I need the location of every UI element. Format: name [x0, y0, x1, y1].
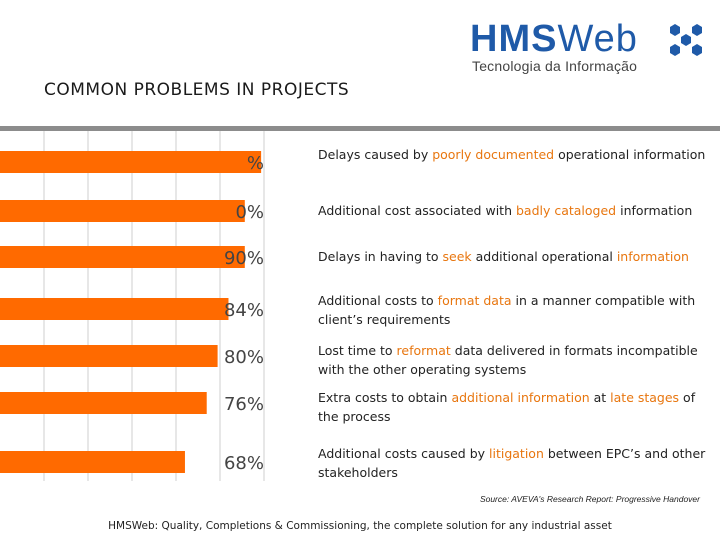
bar-7 — [0, 451, 185, 473]
highlight-text: litigation — [489, 446, 544, 461]
chart-bars — [0, 151, 262, 473]
problem-description-7: Additional costs caused by litigation be… — [318, 444, 713, 482]
chart-value-labels: % 0% 90% 84% 80% 76% 68% — [224, 153, 264, 474]
footer-text: HMSWeb: Quality, Completions & Commissio… — [108, 520, 612, 532]
highlight-text: poorly documented — [432, 147, 555, 162]
description-text: Delays in having to — [318, 249, 443, 264]
bar-3 — [0, 246, 245, 268]
problem-description-3: Delays in having to seek additional oper… — [318, 247, 713, 266]
problem-description-4: Additional costs to format data in a man… — [318, 291, 713, 329]
description-text: at — [589, 390, 611, 405]
description-text: data delivered in formats incompatible w… — [318, 343, 698, 377]
bar-4 — [0, 298, 229, 320]
highlight-text: information — [616, 249, 689, 264]
highlight-text: reformat — [396, 343, 451, 358]
bar-5 — [0, 345, 218, 367]
description-text: Delays caused by — [318, 147, 433, 162]
value-label-7: 68% — [224, 453, 264, 474]
logo-brand: HMSWeb — [470, 18, 638, 60]
description-text: Lost time to — [318, 343, 397, 358]
header-divider — [0, 126, 720, 131]
description-text: of the process — [318, 390, 696, 424]
description-text: between EPC’s and other stakeholders — [318, 446, 706, 480]
value-label-1: % — [247, 153, 264, 174]
problem-description-1: Delays caused by poorly documented opera… — [318, 145, 713, 164]
problem-description-6: Extra costs to obtain additional informa… — [318, 388, 713, 426]
description-text: Additional costs to — [318, 293, 438, 308]
highlight-text: seek — [442, 249, 472, 264]
highlight-text: additional information — [451, 390, 590, 405]
description-text: in a manner compatible with client’s req… — [318, 293, 696, 327]
value-label-5: 80% — [224, 347, 264, 368]
chart-gridlines — [43, 131, 265, 481]
problem-description-5: Lost time to reformat data delivered in … — [318, 341, 713, 379]
logo-hexagon-icon — [670, 24, 702, 56]
description-text: additional operational — [471, 249, 617, 264]
bar-2 — [0, 200, 245, 222]
bar-6 — [0, 392, 207, 414]
value-label-4: 84% — [224, 300, 264, 321]
description-text: operational information — [554, 147, 706, 162]
description-text: Extra costs to obtain — [318, 390, 452, 405]
value-label-6: 76% — [224, 394, 264, 415]
description-text: Additional costs caused by — [318, 446, 490, 461]
bar-chart: % 0% 90% 84% 80% 76% 68% — [0, 131, 265, 481]
problem-description-2: Additional cost associated with badly ca… — [318, 201, 713, 220]
source-note: Source: AVEVA's Research Report: Progres… — [479, 494, 700, 504]
logo-brand-part1: HMS — [470, 18, 558, 60]
description-text: Additional cost associated with — [318, 203, 516, 218]
highlight-text: late stages — [610, 390, 680, 405]
description-text: information — [616, 203, 693, 218]
logo-brand-part2: Web — [557, 18, 638, 60]
highlight-text: badly cataloged — [515, 203, 617, 218]
company-logo: HMSWeb Tecnologia da Informação — [470, 18, 705, 80]
value-label-3: 90% — [224, 248, 264, 269]
logo-tagline: Tecnologia da Informação — [472, 58, 638, 74]
bar-1 — [0, 151, 262, 173]
value-label-2: 0% — [235, 202, 264, 223]
page-title: COMMON PROBLEMS IN PROJECTS — [44, 80, 350, 100]
highlight-text: format data — [437, 293, 512, 308]
